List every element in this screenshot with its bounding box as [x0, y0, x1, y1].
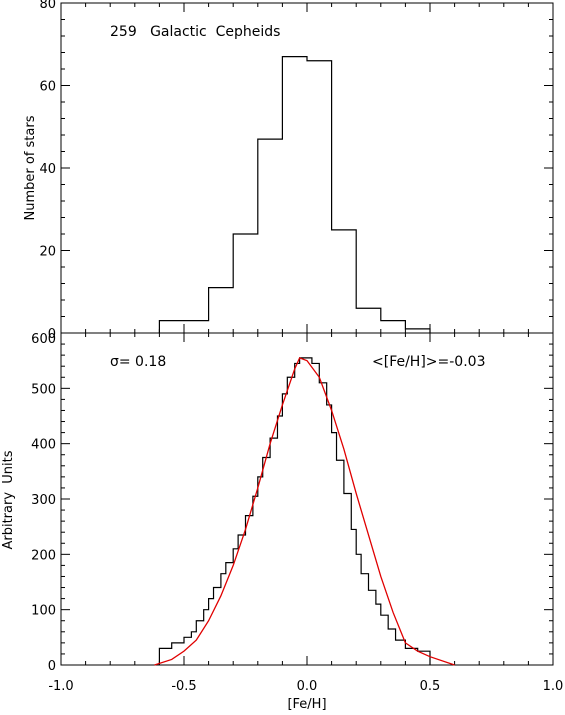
mean-annotation: <[Fe/H]>=-0.03 [372, 354, 485, 370]
y-tick-label: 300 [31, 493, 56, 508]
top-plot-frame [60, 2, 554, 334]
bottom-step-series [158, 357, 431, 665]
x-tick-label: -1.0 [48, 679, 73, 694]
y-tick-label: 100 [31, 604, 56, 619]
top-histogram-steps [158, 56, 431, 333]
y-tick-label: 0 [48, 659, 56, 674]
y-tick-label: 40 [39, 162, 56, 177]
bottom-y-axis-title: Arbitrary Units [1, 450, 16, 549]
y-tick-label: 20 [39, 245, 56, 260]
y-tick-label: 400 [31, 438, 56, 453]
top-y-axis-title: Number of stars [23, 115, 38, 220]
x-tick-label: 0.5 [420, 679, 441, 694]
top-annotation: 259 Galactic Cepheids [110, 24, 280, 40]
y-tick-label: 80 [39, 0, 56, 12]
y-tick-label: 200 [31, 548, 56, 563]
y-tick-label: 600 [31, 332, 56, 347]
x-axis-title: [Fe/H] [287, 697, 326, 712]
bottom-distribution-panel: -1.0 -0.5 0.0 0.5 1.0 0 100 200 300 400 500 600 σ= … [1, 332, 563, 712]
x-tick-label: 1.0 [543, 679, 564, 694]
bottom-plot-frame [60, 332, 554, 666]
y-tick-label: 500 [31, 382, 56, 397]
top-histogram-panel: 0 20 40 60 80 259 Galactic Cepheids Number o… [23, 0, 554, 342]
x-tick-label: 0.0 [297, 679, 318, 694]
sigma-annotation: σ= 0.18 [110, 354, 166, 370]
gaussian-fit-curve [154, 357, 455, 666]
x-tick-label: -0.5 [171, 679, 196, 694]
y-tick-label: 60 [39, 80, 56, 95]
y-tick-label: 0 [48, 327, 56, 342]
bottom-ticks: -1.0 -0.5 0.0 0.5 1.0 0 100 200 300 400 500 600 [31, 332, 563, 694]
top-ticks: 0 20 40 60 80 [39, 0, 554, 342]
